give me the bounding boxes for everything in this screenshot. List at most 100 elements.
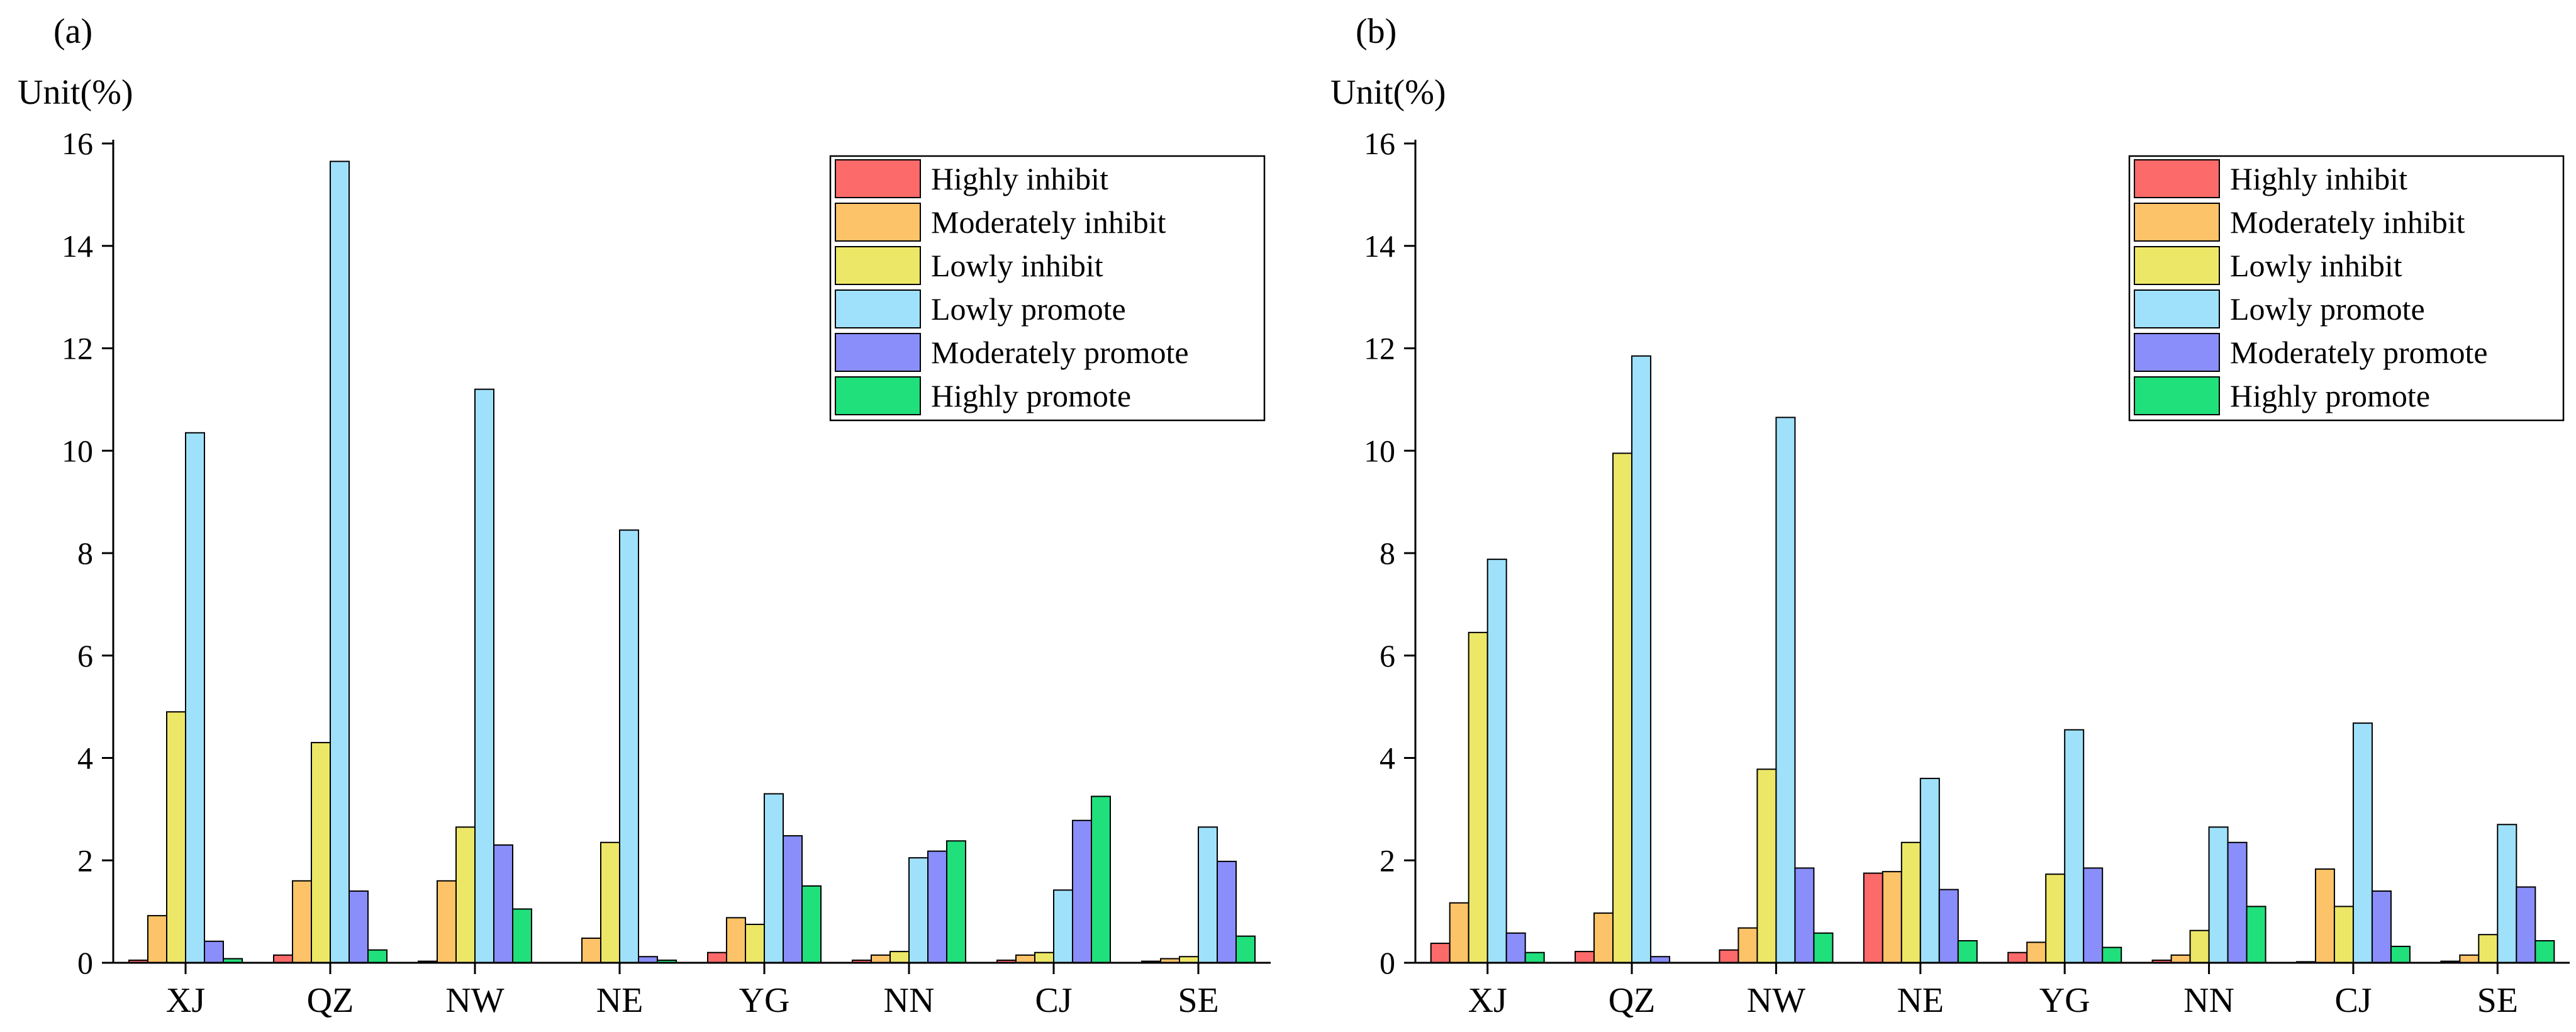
bar	[1053, 889, 1073, 964]
bar	[1217, 860, 1237, 963]
legend-swatch	[835, 333, 921, 372]
bar	[2516, 886, 2536, 963]
bar	[1486, 558, 1507, 963]
x-tick-label: SE	[1178, 981, 1218, 1020]
bar	[1575, 951, 1595, 964]
bar	[2246, 906, 2267, 964]
x-tick-label: NW	[1747, 981, 1805, 1020]
bar	[1524, 951, 1545, 963]
bar	[1015, 954, 1035, 963]
bar	[1198, 826, 1218, 963]
y-tick-label: 4	[1380, 741, 1395, 776]
bar	[2314, 868, 2335, 963]
legend-swatch	[2134, 203, 2220, 242]
y-tick-label: 14	[1364, 228, 1395, 264]
x-tick-label: NN	[2183, 981, 2234, 1020]
unit-label: Unit(%)	[1330, 73, 1446, 112]
y-tick-label: 2	[77, 843, 93, 878]
bar	[1882, 871, 1902, 963]
y-tick-label: 16	[1364, 126, 1395, 161]
bar	[1938, 889, 1959, 964]
bar	[2534, 940, 2555, 964]
bar	[474, 388, 494, 963]
bar	[600, 841, 620, 964]
bar	[1449, 902, 1469, 964]
bar	[764, 793, 784, 964]
x-tick-label: CJ	[2334, 981, 2372, 1020]
bar	[2170, 954, 2191, 963]
bar	[273, 954, 293, 963]
legend-label: Moderately inhibit	[931, 205, 1166, 240]
bar	[889, 951, 910, 964]
bar	[1235, 935, 1256, 964]
x-tick-label: YG	[2039, 981, 2090, 1020]
bar	[783, 835, 803, 963]
bar	[1072, 819, 1092, 963]
legend-label: Highly inhibit	[2230, 161, 2407, 196]
legend-label: Highly inhibit	[931, 161, 1108, 196]
x-tick-label: NE	[1897, 981, 1944, 1020]
chart-panel-0: (a) Unit(%) 0 2 4 6 8 10 12 14 16 XJ QZ NW NE YG NN CJ SE H…	[18, 12, 1271, 1020]
legend: Highly inhibit Moderately inhibit Lowly in…	[829, 155, 1266, 422]
x-tick-label: NE	[596, 981, 644, 1020]
legend-swatch	[835, 289, 921, 328]
legend-swatch	[835, 203, 921, 242]
x-tick-label: NN	[884, 981, 935, 1020]
bar	[2189, 929, 2210, 964]
y-tick-label: 8	[1380, 536, 1395, 571]
bar	[908, 857, 928, 964]
y-tick-label: 4	[77, 741, 93, 776]
legend-swatch	[835, 246, 921, 285]
legend-label: Moderately promote	[931, 335, 1189, 370]
bar	[292, 880, 312, 964]
panel-label: (b)	[1356, 12, 1397, 51]
legend-swatch	[835, 376, 921, 415]
bar	[1631, 355, 1652, 963]
bar	[367, 949, 388, 963]
bar	[1091, 795, 1111, 963]
legend-swatch	[2134, 159, 2220, 198]
legend-label: Lowly promote	[2230, 291, 2425, 327]
legend-label: Moderately inhibit	[2230, 205, 2465, 240]
y-tick-label: 12	[1364, 331, 1395, 366]
y-tick-label: 10	[62, 433, 93, 468]
bar	[437, 880, 457, 964]
x-tick-label: QZ	[1609, 981, 1656, 1020]
bar	[707, 951, 727, 963]
legend-label: Moderately promote	[2230, 335, 2488, 370]
x-tick-label: XJ	[166, 981, 205, 1020]
bar	[204, 940, 224, 964]
panel-label: (a)	[53, 12, 92, 51]
bar	[147, 915, 167, 964]
legend: Highly inhibit Moderately inhibit Lowly in…	[2128, 155, 2565, 422]
unit-label: Unit(%)	[18, 73, 133, 112]
x-tick-label: SE	[2477, 981, 2518, 1020]
bar	[2208, 826, 2229, 963]
y-tick-label: 10	[1364, 433, 1395, 468]
bar	[2083, 867, 2104, 964]
bar	[2371, 890, 2392, 963]
bar	[2352, 722, 2373, 964]
bar	[185, 432, 205, 963]
legend-label: Highly promote	[931, 378, 1131, 413]
bar	[745, 923, 765, 963]
legend-swatch	[2134, 376, 2220, 415]
legend-swatch	[2134, 333, 2220, 372]
y-tick-label: 8	[77, 536, 93, 571]
bar	[2227, 841, 2248, 964]
bar	[2390, 945, 2411, 963]
bar	[2064, 729, 2085, 964]
bar	[348, 890, 369, 963]
x-tick-label: QZ	[307, 981, 354, 1020]
bar	[1900, 841, 1921, 964]
bar	[2459, 954, 2480, 963]
bar	[1756, 768, 1777, 963]
bar	[871, 954, 891, 963]
y-tick-label: 16	[62, 126, 93, 161]
bar	[2007, 951, 2028, 963]
y-tick-label: 6	[77, 638, 93, 673]
y-tick-label: 2	[1380, 843, 1395, 878]
y-tick-label: 0	[1380, 945, 1395, 980]
bar	[946, 840, 966, 964]
